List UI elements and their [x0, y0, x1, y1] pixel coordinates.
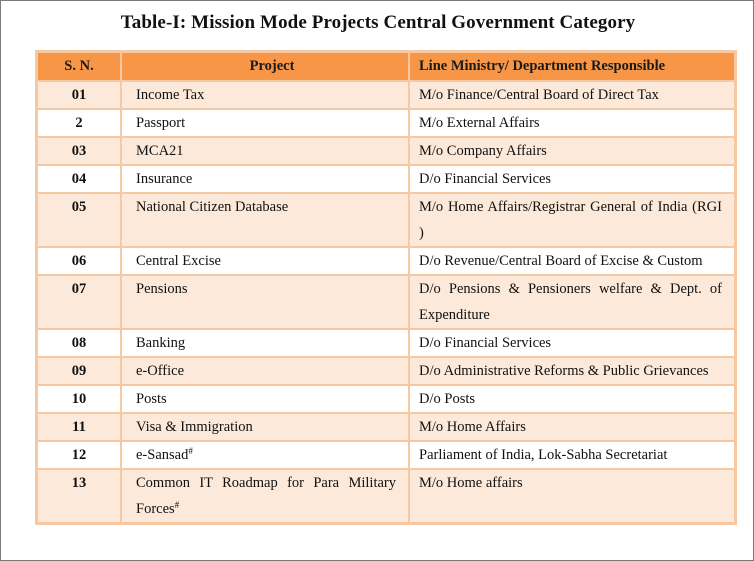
cell-project: Passport [120, 108, 410, 138]
header-project: Project [120, 50, 410, 82]
cell-ministry: M/o External Affairs [408, 108, 737, 138]
table-row: 09 e-Office D/o Administrative Reforms &… [35, 356, 737, 386]
table-row: 12 e-Sansad# Parliament of India, Lok-Sa… [35, 440, 737, 470]
cell-project: Visa & Immigration [120, 412, 410, 442]
cell-project: Insurance [120, 164, 410, 194]
header-sn: S. N. [35, 50, 122, 82]
cell-project: MCA21 [120, 136, 410, 166]
cell-sn: 08 [35, 328, 122, 358]
cell-sn: 10 [35, 384, 122, 414]
cell-sn: 12 [35, 440, 122, 470]
table-row: 10 Posts D/o Posts [35, 384, 737, 414]
cell-ministry: Parliament of India, Lok-Sabha Secretari… [408, 440, 737, 470]
cell-project: e-Sansad# [120, 440, 410, 470]
table-row: 01 Income Tax M/o Finance/Central Board … [35, 80, 737, 110]
cell-ministry: D/o Posts [408, 384, 737, 414]
cell-project: Banking [120, 328, 410, 358]
cell-ministry: D/o Administrative Reforms & Public Grie… [408, 356, 737, 386]
cell-sn: 04 [35, 164, 122, 194]
cell-project: e-Office [120, 356, 410, 386]
cell-sn: 07 [35, 274, 122, 330]
cell-project: National Citizen Database [120, 192, 410, 248]
cell-project: Posts [120, 384, 410, 414]
cell-ministry: M/o Home Affairs [408, 412, 737, 442]
cell-sn: 06 [35, 246, 122, 276]
cell-sn: 05 [35, 192, 122, 248]
cell-ministry: D/o Revenue/Central Board of Excise & Cu… [408, 246, 737, 276]
cell-sn: 11 [35, 412, 122, 442]
cell-project: Common IT Roadmap for Para Military Forc… [120, 468, 410, 525]
cell-ministry: D/o Financial Services [408, 328, 737, 358]
table-row: 05 National Citizen Database M/o Home Af… [35, 192, 737, 248]
table-row: 08 Banking D/o Financial Services [35, 328, 737, 358]
cell-ministry: M/o Home Affairs/Registrar General of In… [408, 192, 737, 248]
cell-ministry: M/o Home affairs [408, 468, 737, 525]
cell-sn: 03 [35, 136, 122, 166]
header-ministry: Line Ministry/ Department Responsible [408, 50, 737, 82]
table-row: 07 Pensions D/o Pensions & Pensioners we… [35, 274, 737, 330]
table-row: 06 Central Excise D/o Revenue/Central Bo… [35, 246, 737, 276]
mission-mode-projects-table: S. N. Project Line Ministry/ Department … [35, 50, 737, 525]
table-row: 2 Passport M/o External Affairs [35, 108, 737, 138]
project-text: Common IT Roadmap for Para Military Forc… [136, 475, 396, 517]
table-title: Table-I: Mission Mode Projects Central G… [120, 12, 636, 33]
cell-ministry: M/o Finance/Central Board of Direct Tax [408, 80, 737, 110]
cell-sn: 01 [35, 80, 122, 110]
cell-ministry: D/o Financial Services [408, 164, 737, 194]
table-row: 03 MCA21 M/o Company Affairs [35, 136, 737, 166]
cell-sn: 09 [35, 356, 122, 386]
cell-ministry: M/o Company Affairs [408, 136, 737, 166]
table-row: 13 Common IT Roadmap for Para Military F… [35, 468, 737, 525]
cell-project: Income Tax [120, 80, 410, 110]
cell-sn: 2 [35, 108, 122, 138]
table-header-row: S. N. Project Line Ministry/ Department … [35, 50, 737, 82]
table-row: 11 Visa & Immigration M/o Home Affairs [35, 412, 737, 442]
footnote-mark: # [188, 446, 193, 456]
cell-ministry: D/o Pensions & Pensioners welfare & Dept… [408, 274, 737, 330]
cell-project: Pensions [120, 274, 410, 330]
footnote-mark: # [174, 500, 180, 510]
cell-project: Central Excise [120, 246, 410, 276]
project-text: e-Sansad [136, 447, 189, 463]
table-row: 04 Insurance D/o Financial Services [35, 164, 737, 194]
cell-sn: 13 [35, 468, 122, 525]
